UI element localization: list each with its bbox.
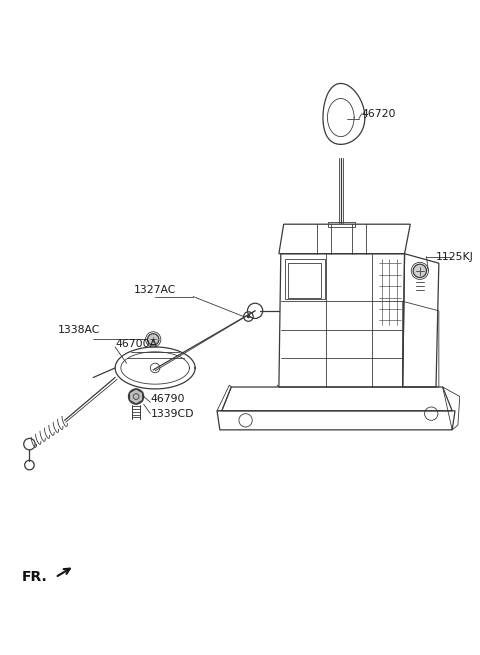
Circle shape bbox=[129, 389, 144, 404]
Circle shape bbox=[413, 264, 426, 278]
Text: 46720: 46720 bbox=[362, 109, 396, 119]
Text: 46700A: 46700A bbox=[115, 339, 157, 349]
Circle shape bbox=[247, 315, 250, 318]
Text: 46790: 46790 bbox=[150, 394, 185, 404]
Text: 1338AC: 1338AC bbox=[58, 325, 100, 335]
Text: 1327AC: 1327AC bbox=[134, 285, 177, 295]
Text: FR.: FR. bbox=[22, 571, 48, 584]
Text: 1125KJ: 1125KJ bbox=[436, 252, 474, 261]
Circle shape bbox=[147, 333, 159, 345]
Text: 1339CD: 1339CD bbox=[150, 409, 194, 419]
Polygon shape bbox=[130, 389, 143, 404]
